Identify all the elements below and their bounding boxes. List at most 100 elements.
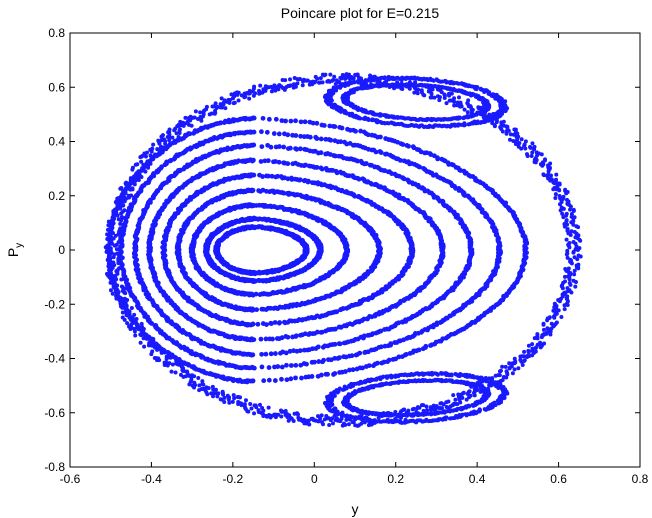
chart-title: Poincare plot for E=0.215 [281,5,440,21]
data-point [279,364,285,370]
data-point [304,361,309,367]
data-point [258,336,264,342]
data-point [299,375,304,381]
data-point [455,100,460,105]
data-point [309,374,315,379]
data-point [327,123,333,129]
data-point [293,375,298,381]
data-point [317,247,323,253]
data-point [285,146,291,152]
data-point [447,98,452,103]
data-point [288,118,294,124]
data-point [323,151,329,157]
data-point [277,320,283,325]
data-point [416,347,422,353]
data-point [332,138,338,144]
data-point [265,142,271,148]
data-point [457,95,461,100]
data-point [498,249,503,255]
data-point [349,353,355,359]
data-point [273,144,279,150]
data-point [530,141,535,146]
data-point [264,129,270,135]
data-point [285,334,291,340]
data-point [499,120,504,125]
data-point [312,359,317,365]
data-point [383,136,389,141]
data-point [563,187,568,192]
data-point [383,151,388,157]
data-point [255,321,261,327]
data-point [561,194,566,199]
data-point [323,136,329,142]
data-point [266,116,272,122]
data-point [279,118,285,124]
data-point [476,105,481,110]
data-point [334,78,339,83]
data-point [319,122,325,128]
data-point [272,320,278,325]
data-point [357,350,363,356]
data-point [554,172,559,177]
data-point [279,376,284,382]
data-point [257,172,262,178]
data-point [564,211,569,216]
data-point [323,165,329,171]
data-point [263,351,269,357]
data-point [273,351,278,356]
data-point [465,110,470,115]
data-point [423,343,429,349]
data-point [275,364,281,369]
data-point [307,119,313,125]
data-point [439,247,445,253]
data-point [268,351,274,357]
data-point [439,156,445,162]
data-point [260,115,266,121]
data-point [297,348,303,354]
data-point [321,357,327,363]
data-point [338,75,343,80]
data-point [553,195,558,200]
data-point [543,157,548,162]
data-point [404,143,410,148]
data-point [358,128,364,134]
data-point [258,159,264,164]
data-point [553,192,558,197]
data-point [251,337,257,342]
data-point [571,239,576,244]
data-point [290,161,296,167]
data-point [270,336,275,342]
data-point [293,118,298,124]
data-point [256,188,262,194]
data-point [508,132,513,137]
data-point [271,159,276,165]
data-points [103,72,583,428]
data-point [298,133,303,139]
data-point [325,79,330,84]
data-point [567,240,572,245]
data-point [313,134,319,140]
data-point [332,371,338,376]
data-point [266,377,272,383]
data-point [541,172,546,177]
data-point [525,152,530,157]
data-point [507,137,512,142]
data-point [325,371,330,377]
data-point [337,341,343,347]
data-point [564,218,569,223]
data-point [410,144,416,150]
data-point [304,247,309,253]
data-point [452,103,457,108]
data-point [259,144,265,149]
data-point [293,146,298,151]
data-point [435,94,440,99]
data-point [532,144,537,149]
data-point [366,363,372,368]
data-point [293,333,299,339]
data-point [345,247,351,253]
data-point [412,90,417,95]
data-point [254,307,260,313]
data-point [281,144,287,150]
data-point [284,362,289,368]
data-point [251,365,257,371]
